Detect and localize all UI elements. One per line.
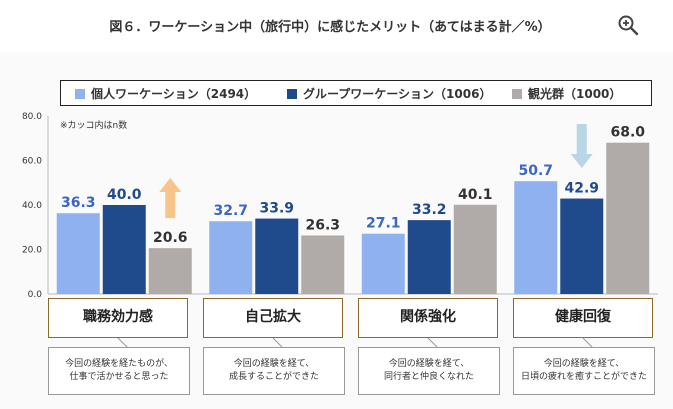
callout-health: 今回の経験を経て、 日頃の疲れを癒すことができた	[513, 347, 655, 395]
category-box-relationship: 関係強化	[358, 298, 498, 338]
legend-item-individual: 個人ワーケーション（2494）	[75, 85, 256, 102]
bar	[560, 198, 604, 294]
bar-value-label: 50.7	[518, 163, 553, 179]
zoom-in-icon[interactable]	[617, 14, 639, 36]
bar-value-label: 33.9	[259, 201, 294, 217]
bar	[255, 218, 299, 294]
legend-swatch-tourism	[512, 88, 522, 99]
bar-value-label: 33.2	[412, 202, 447, 218]
callout-relationship: 今回の経験を経て、 同行者と仲良くなれた	[358, 347, 500, 395]
y-tick-label: 80.0	[22, 112, 42, 122]
bar-value-label: 20.6	[153, 230, 188, 246]
callout-connector	[427, 337, 439, 349]
y-tick-label: 60.0	[22, 157, 42, 167]
callout-connector	[582, 337, 594, 349]
bar	[102, 205, 146, 294]
legend-swatch-group	[287, 88, 297, 99]
bar-value-label: 40.1	[458, 187, 493, 203]
title-row: 図６．ワーケーション中（旅行中）に感じたメリット（あてはまる計／%）	[0, 0, 673, 52]
bar-value-label: 42.9	[564, 181, 599, 197]
y-tick-label: 20.0	[22, 246, 42, 256]
callout-connector	[272, 337, 284, 349]
bar-value-label: 27.1	[366, 216, 401, 232]
callout-efficacy: 今回の経験を経たものが、 仕事で活かせると思った	[48, 347, 190, 395]
bar	[209, 221, 253, 294]
legend-item-group: グループワーケーション（1006）	[287, 85, 491, 102]
category-box-health: 健康回復	[513, 298, 653, 338]
bar	[361, 233, 405, 294]
legend-label-group: グループワーケーション（1006）	[303, 87, 492, 101]
y-tick-label: 0.0	[28, 290, 43, 300]
bar	[148, 248, 192, 294]
bar	[453, 204, 497, 294]
bar-value-label: 32.7	[213, 203, 248, 219]
bar-value-label: 26.3	[305, 217, 340, 233]
callout-connector	[117, 337, 129, 349]
callout-self-expansion: 今回の経験を経て、 成長することができた	[203, 347, 345, 395]
arrow-up-icon	[159, 178, 182, 218]
bar-value-label: 36.3	[61, 195, 96, 211]
category-box-efficacy: 職務効力感	[48, 298, 188, 338]
category-box-self-expansion: 自己拡大	[203, 298, 343, 338]
legend-swatch-individual	[75, 88, 85, 99]
bar	[514, 181, 558, 294]
bar-value-label: 68.0	[610, 125, 645, 141]
y-tick-label: 40.0	[22, 201, 42, 211]
legend-label-tourism: 観光群（1000）	[528, 87, 622, 101]
legend-label-individual: 個人ワーケーション（2494）	[91, 87, 257, 101]
legend-item-tourism: 観光群（1000）	[512, 85, 621, 102]
legend: 個人ワーケーション（2494） グループワーケーション（1006） 観光群（10…	[60, 80, 652, 106]
bar	[56, 213, 100, 294]
bar-value-label: 40.0	[107, 187, 142, 203]
arrow-down-icon	[570, 124, 593, 168]
bar	[301, 235, 345, 294]
bar	[606, 142, 650, 294]
bar	[407, 220, 451, 294]
chart-title: 図６．ワーケーション中（旅行中）に感じたメリット（あてはまる計／%）	[109, 20, 551, 35]
sample-size-note: ※カッコ内はn数	[60, 121, 128, 131]
